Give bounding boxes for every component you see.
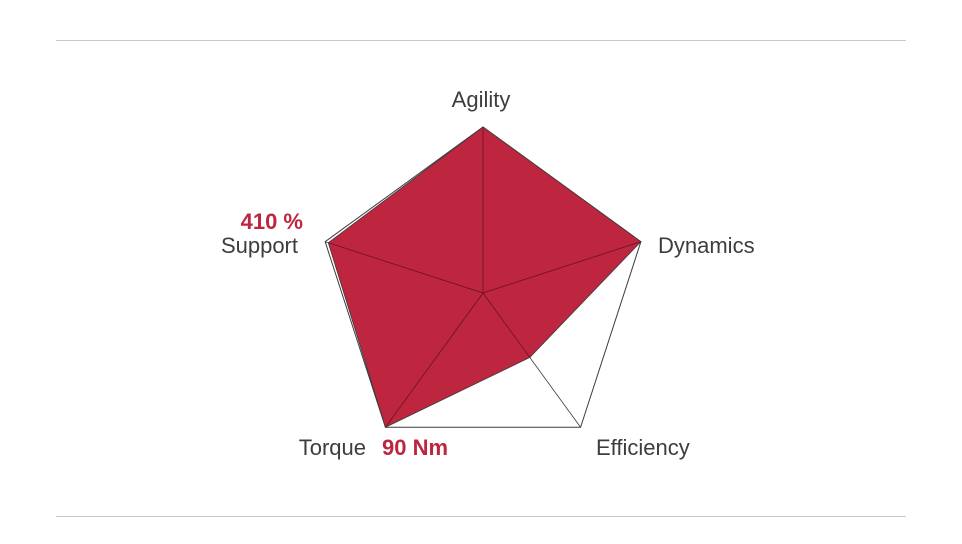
torque-value-label: 90 Nm	[382, 435, 448, 460]
radar-inner-spokes	[328, 127, 641, 428]
axis-label-dynamics: Dynamics	[658, 233, 755, 258]
data-point-dynamics	[482, 241, 641, 294]
radar-data-area	[327, 126, 642, 428]
data-point-efficiency	[482, 292, 531, 358]
axis-label-agility: Agility	[452, 87, 511, 112]
axis-label-torque: Torque	[299, 435, 366, 460]
bottom-divider	[56, 516, 906, 517]
axis-label-support: Support	[221, 233, 298, 258]
top-divider	[56, 40, 906, 41]
axis-label-efficiency: Efficiency	[596, 435, 690, 460]
data-point-torque	[385, 292, 484, 428]
support-value-label: 410 %	[241, 209, 303, 234]
data-point-support	[328, 242, 484, 294]
